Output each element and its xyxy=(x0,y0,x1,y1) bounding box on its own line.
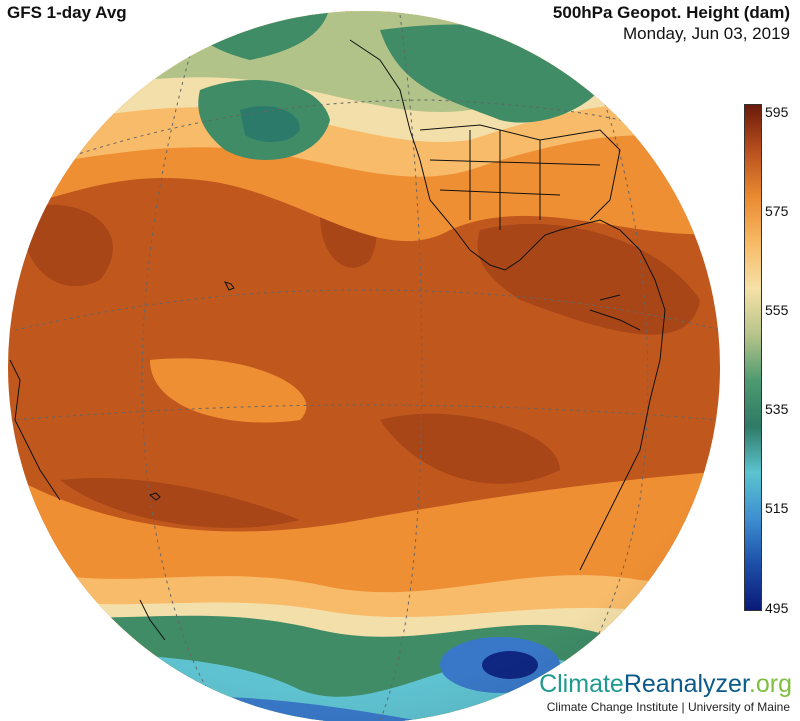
brand-logo[interactable]: ClimateReanalyzer.org xyxy=(539,670,792,699)
map-title: GFS 1-day Avg xyxy=(7,3,127,22)
variable-title: 500hPa Geopot. Height (dam) xyxy=(552,3,790,22)
colorbar-tick: 555 xyxy=(765,302,789,318)
colorbar-tick: 515 xyxy=(765,500,789,516)
coastlines xyxy=(9,39,666,641)
colorbar-tick: 495 xyxy=(765,600,789,616)
globe-map xyxy=(8,11,720,721)
credit-line: Climate Change Institute | University of… xyxy=(546,700,790,714)
colorbar xyxy=(744,104,762,611)
colorbar-tick: 535 xyxy=(765,401,789,417)
brand-part: Reanalyzer xyxy=(623,670,749,698)
colorbar-tick: 595 xyxy=(765,104,789,120)
brand-part: Climate xyxy=(539,670,624,698)
colorbar-tick: 575 xyxy=(765,203,789,219)
brand-part: .org xyxy=(748,670,792,698)
date-label: Monday, Jun 03, 2019 xyxy=(623,24,790,43)
globe-fill xyxy=(8,11,720,721)
